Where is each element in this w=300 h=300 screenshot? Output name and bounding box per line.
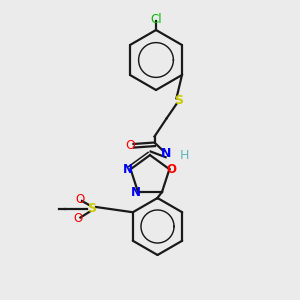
Text: O: O — [126, 139, 135, 152]
Text: S: S — [87, 202, 96, 215]
Text: O: O — [74, 212, 82, 226]
Text: H: H — [180, 149, 189, 162]
Text: S: S — [174, 94, 183, 107]
Text: N: N — [130, 185, 141, 199]
Text: Cl: Cl — [150, 13, 162, 26]
Text: O: O — [75, 193, 84, 206]
Text: O: O — [167, 163, 177, 176]
Text: N: N — [123, 163, 133, 176]
Text: N: N — [161, 147, 172, 160]
